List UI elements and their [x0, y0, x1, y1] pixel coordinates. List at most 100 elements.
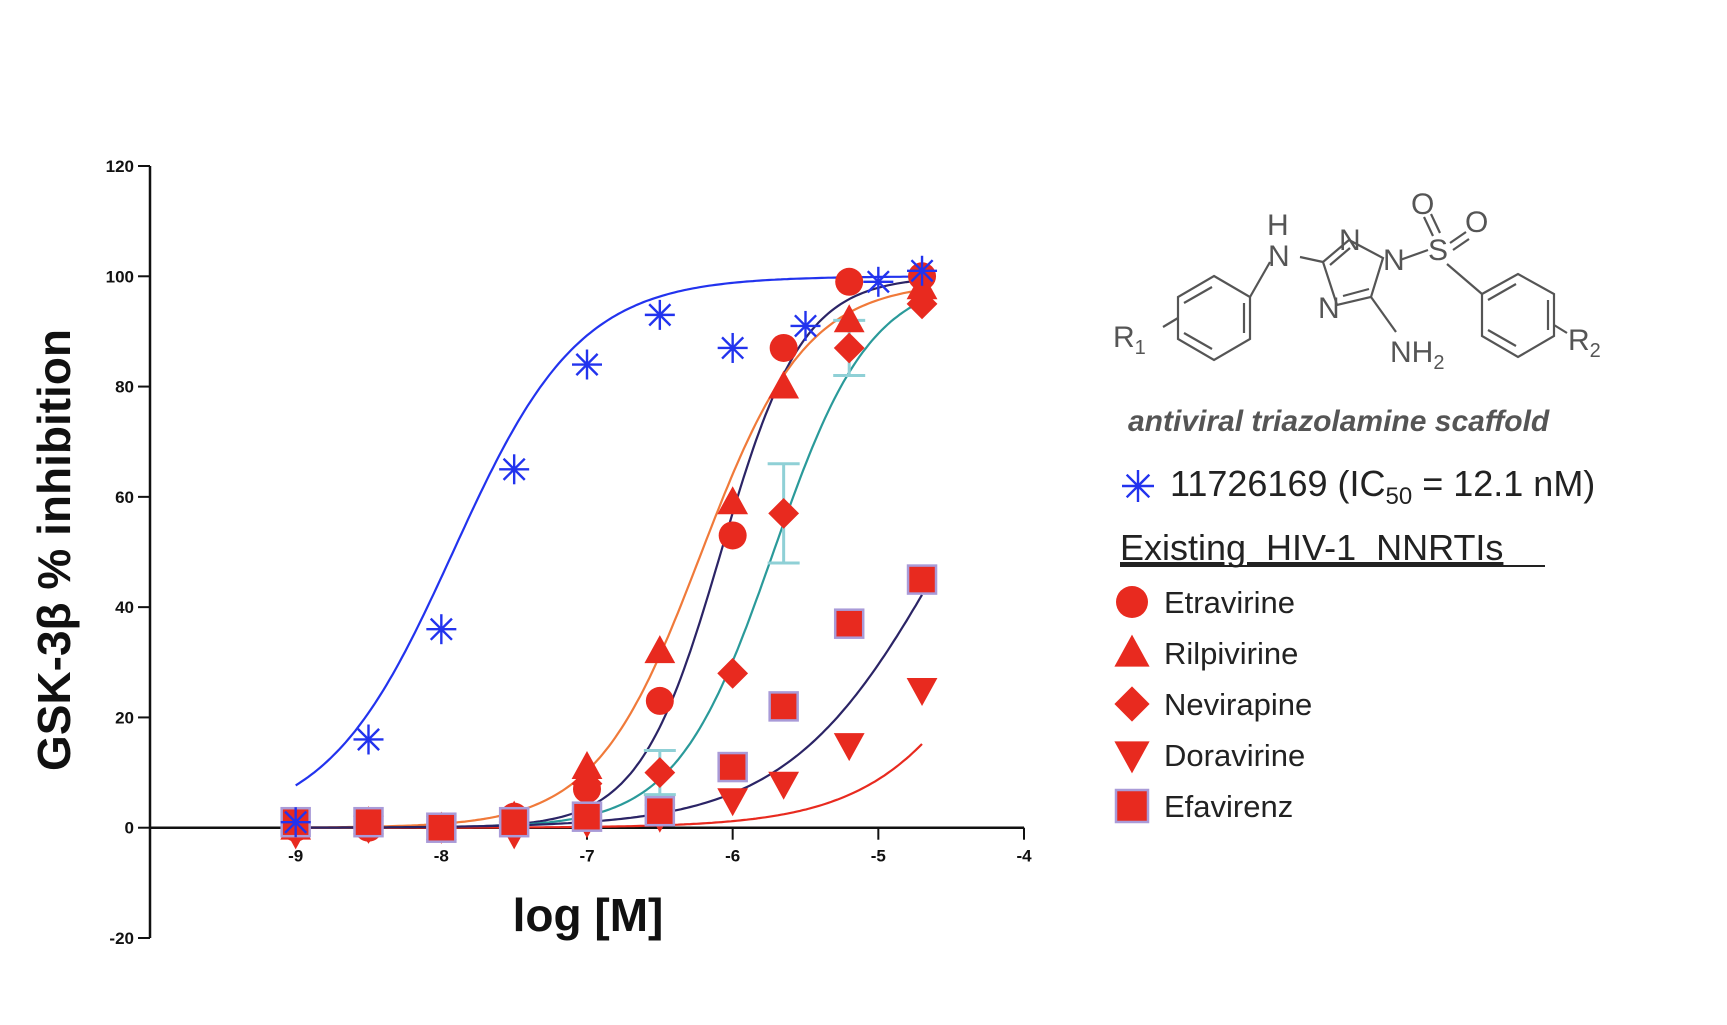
- data-point: [833, 608, 865, 639]
- x-tick-label: -9: [288, 847, 303, 866]
- s-o-bond-2: [1449, 231, 1467, 244]
- fit-curve: [295, 300, 923, 829]
- right-phenyl-ring: [1480, 272, 1556, 359]
- fit-curve: [295, 743, 923, 829]
- left-phenyl-ring: [1176, 274, 1252, 362]
- data-point: [426, 614, 457, 645]
- data-point: [863, 266, 894, 297]
- x-tick-label: -8: [434, 847, 449, 866]
- data-point: [833, 304, 865, 333]
- y-tick-label: -20: [109, 929, 134, 948]
- left-ring-inner-bond-3: [1183, 332, 1213, 350]
- plot-axes: -20 0 20 40 60 80 100 120 -9 -8 -7 -6 -5 -4: [106, 157, 1032, 948]
- y-tick-label: 60: [115, 488, 134, 507]
- scaffold-caption: antiviral triazolamine scaffold: [1128, 405, 1550, 438]
- atom-r1-letter: R: [1113, 321, 1135, 354]
- data-point: [906, 288, 938, 320]
- data-point: [353, 806, 384, 838]
- atom-nh2-label: NH2: [1390, 336, 1444, 374]
- asterisk-stroke: [284, 810, 308, 834]
- data-point: [717, 332, 748, 363]
- data-point: [644, 795, 676, 827]
- data-point: [835, 267, 864, 296]
- y-tick-label: 120: [106, 157, 134, 176]
- compound-legend-marker: [1122, 470, 1154, 502]
- data-point: [833, 733, 865, 762]
- legend-marker: [1114, 686, 1150, 722]
- data-point: [426, 812, 457, 843]
- data-point: [717, 788, 749, 817]
- asterisk-stroke: [1125, 473, 1151, 499]
- data-point: [768, 771, 800, 800]
- asterisk-stroke: [502, 457, 526, 481]
- data-points: [280, 255, 938, 850]
- x-tick-label: -5: [871, 847, 886, 866]
- x-tick-label: -6: [725, 847, 740, 866]
- asterisk-stroke: [357, 728, 380, 751]
- y-tick-label: 0: [125, 819, 134, 838]
- atom-s-label: S: [1428, 234, 1448, 267]
- y-tick-label: 20: [115, 708, 134, 727]
- atom-nh2-subscript: 2: [1433, 352, 1444, 374]
- data-point: [790, 310, 821, 341]
- ring-nh-bond: [1249, 261, 1271, 298]
- data-point: [498, 806, 530, 838]
- asterisk-stroke: [429, 617, 453, 641]
- data-point: [768, 691, 799, 722]
- data-point: [769, 333, 798, 362]
- data-point: [768, 498, 800, 529]
- data-point: [644, 299, 675, 330]
- ic50-suffix: = 12.1 nM): [1412, 463, 1595, 504]
- data-point: [571, 768, 603, 799]
- compound-id: 11726169: [1170, 463, 1328, 504]
- legend-label: Etravirine: [1164, 585, 1295, 620]
- legend-label: Nevirapine: [1164, 687, 1312, 722]
- atom-r2-letter: R: [1568, 324, 1590, 357]
- structure-atom-labels: H N N N N S O O NH2 R1 R2: [1113, 188, 1601, 374]
- data-point: [645, 686, 674, 715]
- data-point: [907, 255, 938, 286]
- atom-o1-label: O: [1411, 188, 1434, 221]
- data-point: [644, 635, 676, 664]
- data-point: [768, 370, 800, 399]
- fit-curve: [295, 288, 923, 829]
- asterisk-stroke: [794, 314, 817, 338]
- data-point: [572, 349, 602, 380]
- atom-n2-label: N: [1339, 224, 1361, 257]
- nnrti-legend: Etravirine Rilpivirine Nevirapine Doravirin…: [1114, 585, 1312, 824]
- legend-marker: [1114, 788, 1150, 824]
- x-axis-title: log [M]: [513, 889, 664, 941]
- asterisk-stroke: [575, 353, 599, 376]
- y-tick-label: 80: [115, 378, 134, 397]
- asterisk-stroke: [866, 270, 890, 294]
- triazole-ring: [1321, 238, 1385, 307]
- s-ring-bond: [1446, 263, 1483, 295]
- nh2-bond: [1370, 296, 1397, 333]
- right-ring-inner-bond-3: [1487, 329, 1517, 347]
- data-point: [644, 757, 676, 788]
- data-point: [571, 801, 603, 832]
- asterisk-stroke: [721, 336, 745, 360]
- ic50-subscript: 50: [1386, 483, 1413, 510]
- ic50-prefix: (IC: [1338, 463, 1386, 504]
- atom-n-amine-label: N: [1268, 240, 1290, 273]
- fit-curves: [295, 275, 923, 829]
- asterisk-stroke: [648, 303, 672, 327]
- y-axis-title: GSK-3β % inhibition: [28, 329, 80, 771]
- s-o-bond-1b: [1430, 213, 1441, 234]
- x-tick-label: -7: [579, 847, 594, 866]
- atom-r1-label: R1: [1113, 321, 1146, 359]
- data-point: [353, 724, 384, 755]
- y-tick-label: 40: [115, 598, 134, 617]
- data-point: [717, 486, 749, 515]
- s-o-bond-2b: [1452, 238, 1470, 251]
- data-point: [906, 564, 938, 595]
- data-point: [718, 521, 747, 550]
- atom-o2-label: O: [1465, 206, 1488, 239]
- atom-r2-label: R2: [1568, 324, 1601, 362]
- legend-marker: [1114, 634, 1150, 667]
- y-tick-label: 100: [106, 267, 134, 286]
- nnrti-section-heading: Existing HIV-1 NNRTIs: [1120, 527, 1503, 568]
- data-point: [717, 657, 749, 689]
- legend-marker: [1116, 586, 1148, 618]
